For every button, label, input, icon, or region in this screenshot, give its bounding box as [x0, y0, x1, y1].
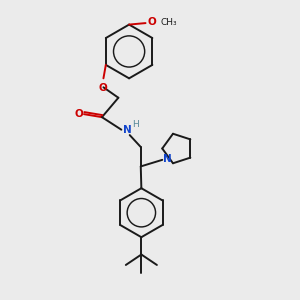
Text: O: O	[74, 109, 83, 119]
Text: O: O	[148, 17, 157, 28]
Text: N: N	[123, 125, 132, 135]
Text: H: H	[132, 120, 139, 129]
Text: O: O	[98, 83, 107, 93]
Text: CH₃: CH₃	[160, 18, 177, 27]
Text: N: N	[164, 154, 172, 164]
